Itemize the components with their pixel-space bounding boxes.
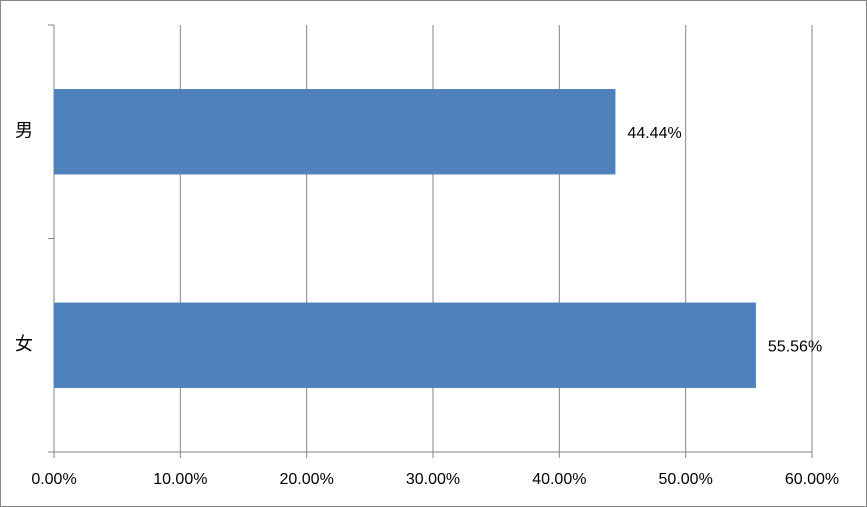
y-tick-label: 女 bbox=[15, 334, 33, 354]
data-label: 55.56% bbox=[768, 338, 822, 355]
x-tick-label: 40.00% bbox=[532, 471, 586, 488]
x-tick-label: 10.00% bbox=[153, 471, 207, 488]
y-tick-label: 男 bbox=[15, 121, 33, 141]
x-tick-label: 0.00% bbox=[31, 471, 76, 488]
x-tick-label: 20.00% bbox=[280, 471, 334, 488]
x-tick-label: 30.00% bbox=[406, 471, 460, 488]
bar bbox=[54, 302, 756, 388]
data-label: 44.44% bbox=[627, 125, 681, 142]
x-tick-label: 60.00% bbox=[785, 471, 839, 488]
bar bbox=[54, 89, 616, 175]
x-tick-label: 50.00% bbox=[659, 471, 713, 488]
